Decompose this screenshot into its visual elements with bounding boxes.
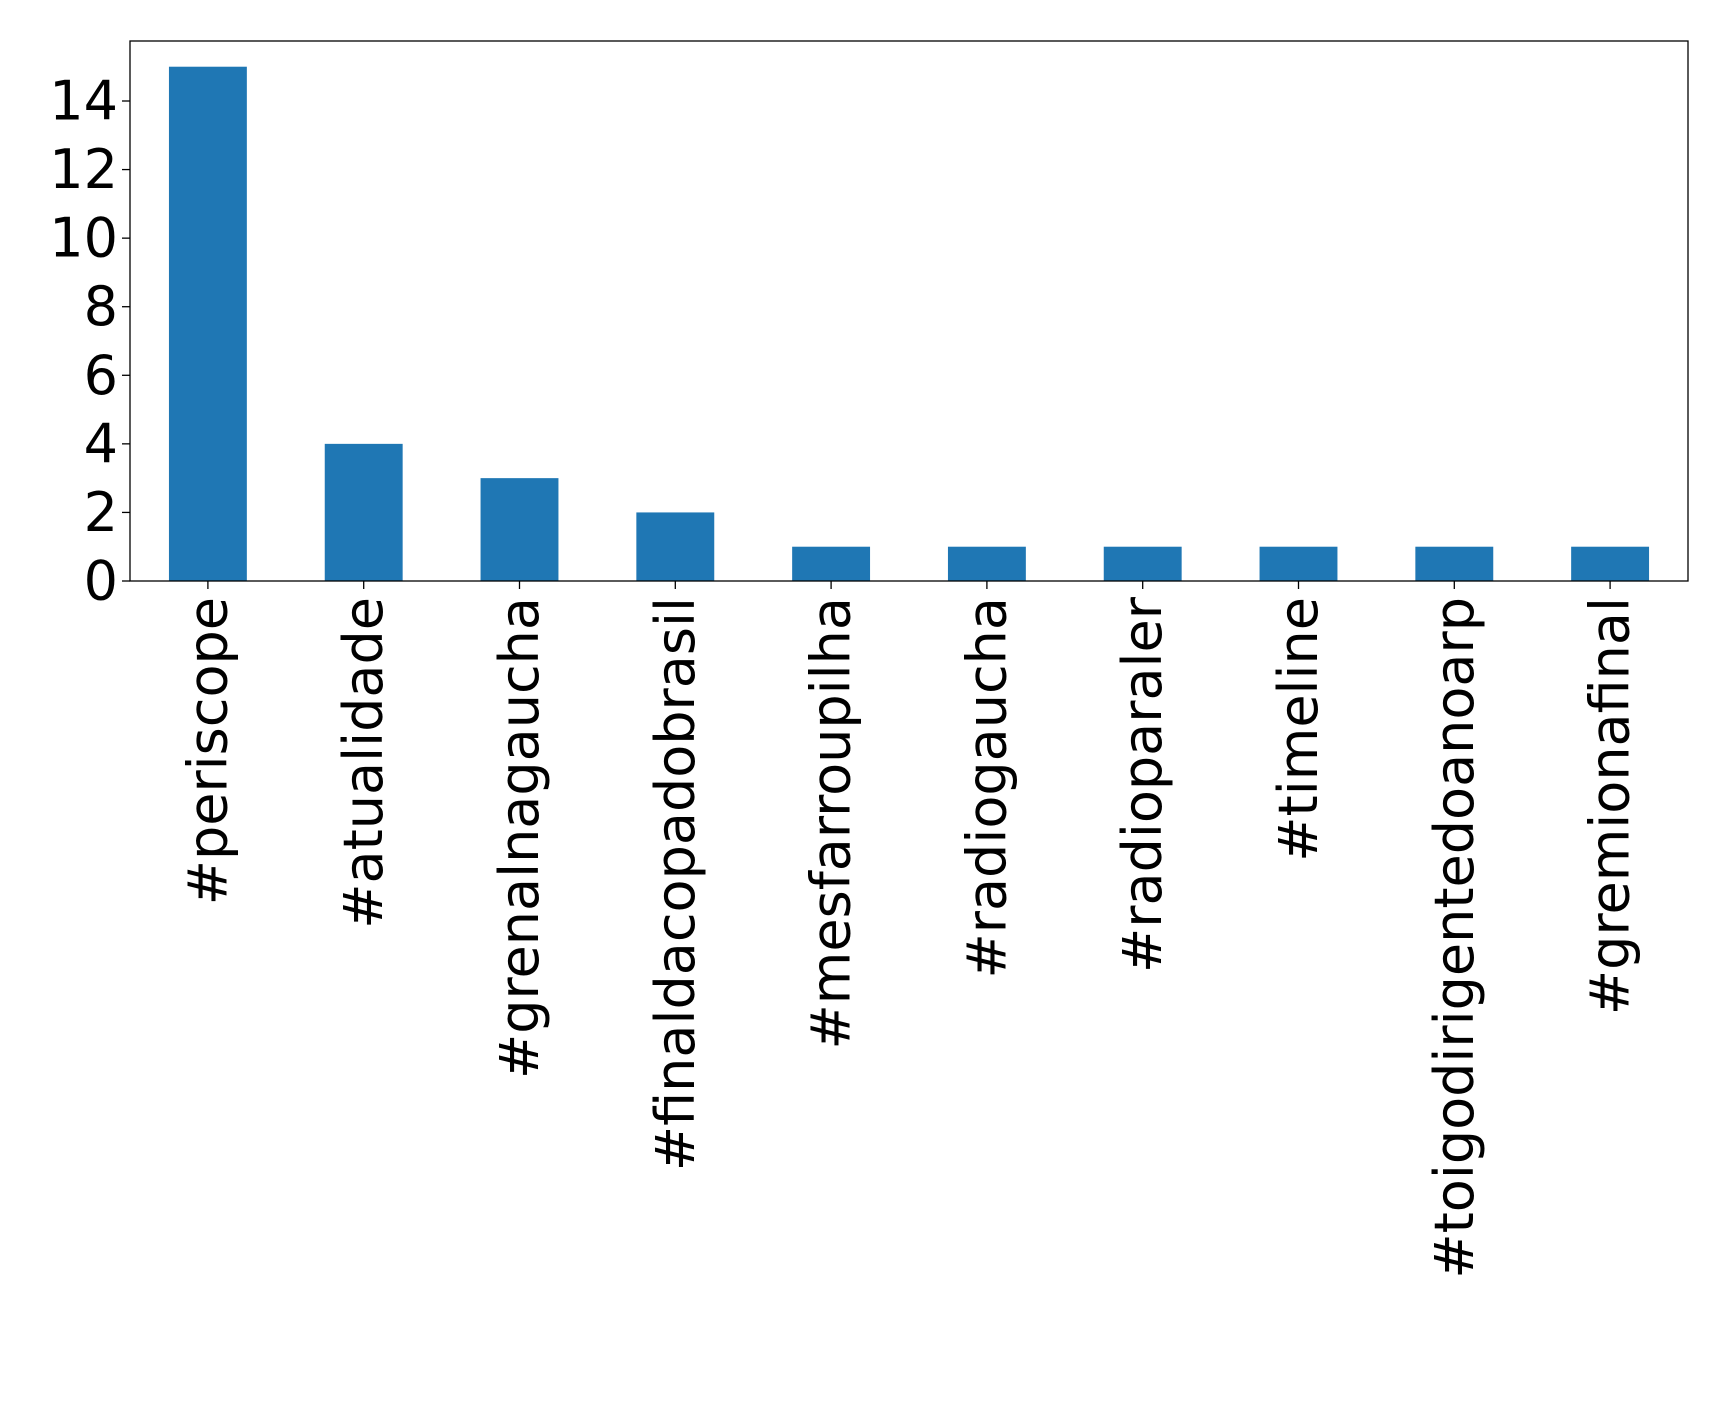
y-tick-label: 6	[84, 344, 118, 407]
y-tick-label: 4	[84, 412, 118, 475]
x-tick-label: #atualidade	[332, 597, 395, 929]
bar	[1259, 546, 1338, 581]
bar	[792, 546, 871, 581]
y-tick-label: 12	[49, 138, 118, 201]
x-tick-label: #mesfarroupilha	[800, 597, 863, 1049]
x-tick-label: #grenalnagaucha	[488, 597, 551, 1079]
x-tick-label: #radiogaucha	[955, 597, 1018, 978]
bar	[324, 443, 403, 581]
bar	[480, 478, 559, 581]
plot-frame	[129, 40, 1689, 582]
bar	[168, 66, 247, 581]
y-tick-label: 0	[84, 550, 118, 613]
x-tick-label: #finaldacopadobrasil	[644, 597, 707, 1171]
bar	[636, 512, 715, 581]
bars-layer	[168, 66, 1650, 581]
x-axis-ticks: #periscope #atualidade #grenalnagaucha #fin…	[176, 581, 1642, 1279]
y-tick-label: 2	[84, 481, 118, 544]
x-tick-label: #radioparaler	[1111, 596, 1174, 973]
bar	[1415, 546, 1494, 581]
x-tick-label: #gremionafinal	[1579, 597, 1642, 1015]
y-tick-label: 8	[84, 275, 118, 338]
y-tick-label: 14	[49, 70, 118, 133]
bar	[1103, 546, 1182, 581]
x-tick-label: #periscope	[176, 597, 239, 905]
x-tick-label: #timeline	[1267, 597, 1330, 862]
x-tick-label: #toigodirigentedoanoarp	[1423, 597, 1486, 1279]
bar	[947, 546, 1026, 581]
bar	[1571, 546, 1650, 581]
y-tick-label: 10	[49, 207, 118, 270]
